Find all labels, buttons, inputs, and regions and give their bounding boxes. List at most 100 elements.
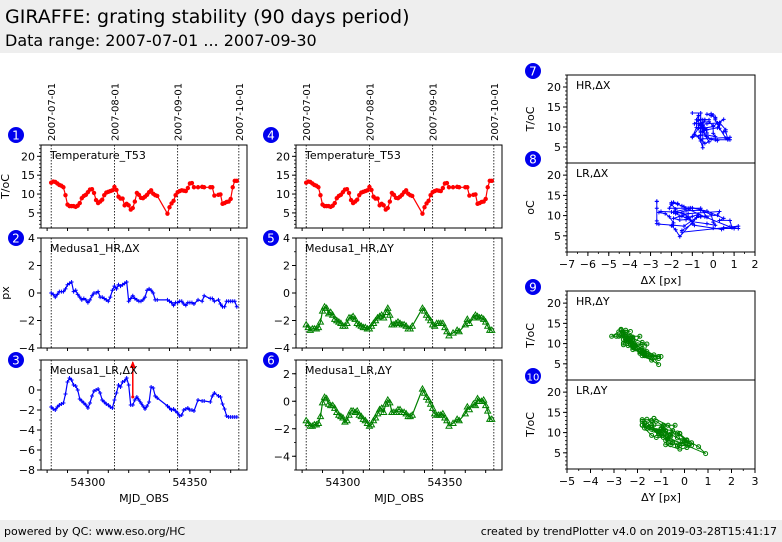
data-point [126,299,131,304]
data-point [385,205,390,211]
data-point [704,112,709,117]
data-point [665,422,671,428]
data-point [663,211,668,216]
x-tick-label: −7 [559,258,575,271]
date-tick-label: 2007-07-01 [47,83,58,141]
data-point [53,408,58,412]
x-tick-label: −6 [580,258,596,271]
data-point [696,113,701,118]
data-point [55,292,60,297]
x-axis-label: ΔX [px] [641,274,682,287]
series [609,326,664,368]
data-point [49,291,54,295]
badge-number: 9 [529,281,537,295]
data-point [672,422,678,428]
data-point [51,292,56,297]
y-tick-label: 10 [547,338,561,351]
created-by-text: created by trendPlotter v4.0 on 2019-03-… [480,525,777,538]
data-point [479,315,488,322]
data-point [616,333,622,339]
data-point [153,394,158,398]
data-point [136,398,141,402]
data-point [69,280,74,284]
data-point [83,297,88,302]
data-point [116,282,121,287]
data-point [132,296,137,301]
y-axis-label: T/oC [524,106,537,132]
data-point [114,187,119,193]
panel-label: HR,ΔX [576,79,611,92]
panel-label: HR,ΔY [576,295,610,308]
data-point [644,416,650,422]
panel-4: 5 10 15 20 2007-07-01 2007-08-01 2007-09-01 200… [263,83,503,231]
data-point [140,297,145,302]
y-tick-label: 2 [283,260,290,273]
data-point [436,410,445,418]
data-point [383,304,392,311]
data-point [456,185,462,190]
data-point [684,217,689,222]
data-point [189,180,195,186]
data-point [69,378,74,382]
x-tick-label: −1 [684,258,700,271]
data-point [418,304,427,311]
data-point [71,289,76,294]
data-point [102,400,107,404]
data-point [316,185,321,190]
series [302,302,496,339]
data-point [179,299,184,304]
data-point [471,401,480,409]
y-tick-label: 20 [547,169,561,182]
data-point [704,209,709,214]
data-point [630,334,636,340]
data-point [465,319,474,326]
data-point [428,404,437,411]
data-point [304,323,313,331]
data-point [696,444,702,450]
data-point [686,211,691,216]
data-point [651,415,657,421]
date-tick-label: 2007-09-01 [429,83,440,141]
data-point [332,200,337,206]
data-point [151,291,156,295]
series [654,199,741,239]
data-point [108,295,113,300]
data-point [316,317,325,325]
data-point [709,113,714,118]
data-point [463,402,472,410]
data-point [381,203,386,208]
x-tick-label: 2 [728,475,735,488]
data-point [677,218,682,223]
data-point [707,117,712,122]
data-point [218,192,223,197]
report-header: GIRAFFE: grating stability (90 days peri… [0,0,782,53]
data-point [692,132,697,137]
data-point [216,394,221,398]
data-point [177,414,182,418]
data-point [717,209,722,214]
data-point [689,440,695,446]
data-point [667,214,672,219]
data-point [302,416,311,424]
x-tick-label: −3 [606,475,622,488]
data-point [106,403,111,407]
panel-1: 5 10 15 20 T/oC 2007-07-01 2007-08-01 2007-09-0… [0,83,248,231]
data-point [698,139,703,143]
panel-label: LR,ΔY [576,384,608,397]
date-tick-label: 2007-07-01 [302,83,313,141]
y-tick-label: −2 [19,404,35,417]
data-point [147,286,152,291]
data-point [167,205,172,210]
data-point [126,383,131,387]
data-point [489,178,495,184]
data-point [713,223,718,228]
data-point [625,343,631,349]
data-point [218,302,223,306]
data-point [704,127,709,132]
data-point [349,312,357,320]
data-point [690,111,695,115]
date-tick-label: 2007-08-01 [365,83,376,141]
series [303,178,495,216]
panel-7: 5 10 15 20 T/oC HR,ΔX 7 [524,63,756,164]
